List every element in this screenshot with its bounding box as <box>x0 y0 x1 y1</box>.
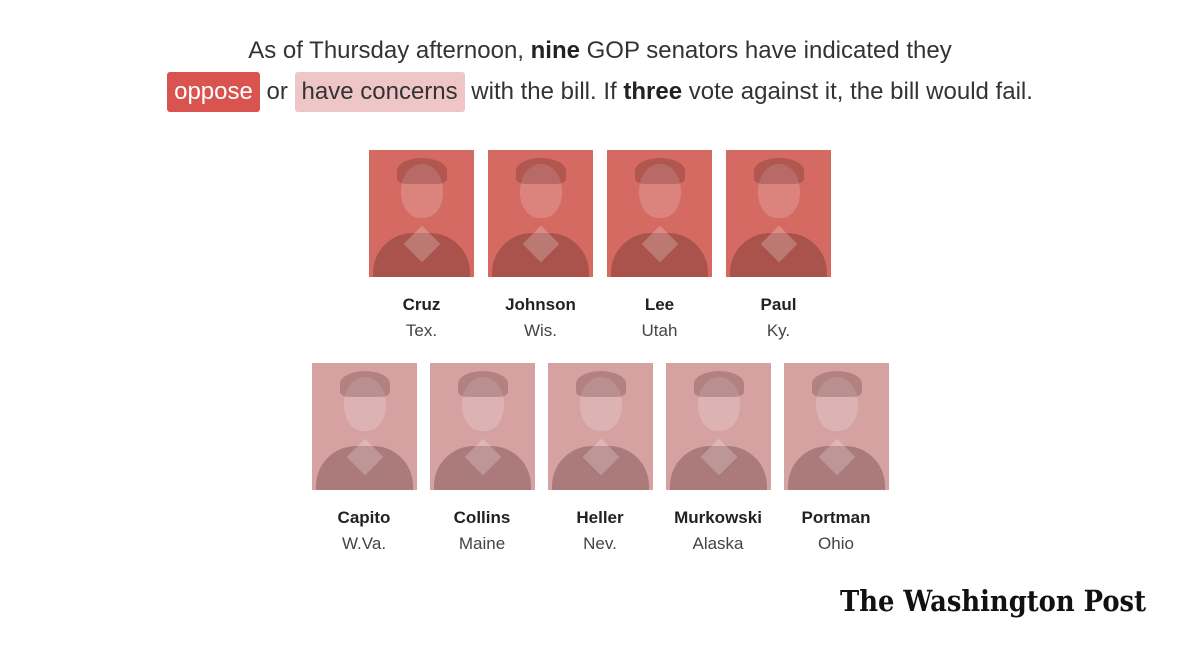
senator-name: Johnson <box>505 295 576 314</box>
senator-card: Collins Maine <box>429 363 535 554</box>
senator-card: Portman Ohio <box>783 363 889 554</box>
headline-text: GOP senators have indicated they <box>579 37 952 64</box>
senator-name: Murkowski <box>674 508 762 527</box>
senator-photo <box>429 363 535 490</box>
senator-photo <box>665 363 771 490</box>
headline-text: with the bill. If <box>464 78 624 105</box>
senator-name: Collins <box>453 508 511 527</box>
senator-state: Nev. <box>583 534 617 553</box>
headline-line-2: oppose or have concerns with the bill. I… <box>0 71 1200 112</box>
headline-count: nine <box>530 37 580 64</box>
senator-name: Lee <box>644 295 675 314</box>
senator-name: Heller <box>576 508 624 527</box>
concern-senators-row: Capito W.Va. Collins Maine Heller Nev. M… <box>0 363 1200 554</box>
senator-card: Lee Utah <box>607 150 712 341</box>
senator-card: Paul Ky. <box>726 150 831 341</box>
senator-photo <box>311 363 417 490</box>
headline-line-1: As of Thursday afternoon, nine GOP senat… <box>0 30 1200 71</box>
headline-threshold: three <box>623 78 683 105</box>
senator-state: Tex. <box>405 321 438 340</box>
headline-text: or <box>259 78 295 105</box>
senator-state: Wis. <box>523 321 558 340</box>
senator-state: Alaska <box>692 534 744 553</box>
senator-card: Capito W.Va. <box>311 363 417 554</box>
senator-photo <box>607 150 712 277</box>
senator-state: Ohio <box>818 534 854 553</box>
senator-state: W.Va. <box>341 534 387 553</box>
senator-photo <box>369 150 474 277</box>
senator-photo <box>783 363 889 490</box>
senator-card: Heller Nev. <box>547 363 653 554</box>
senator-name: Paul <box>760 295 797 314</box>
headline-text: As of Thursday afternoon, <box>248 37 531 64</box>
senator-name: Portman <box>801 508 871 527</box>
senator-state: Utah <box>641 321 678 340</box>
senator-photo <box>547 363 653 490</box>
senator-card: Cruz Tex. <box>369 150 474 341</box>
headline-text: vote against it, the bill would fail. <box>682 78 1033 105</box>
senator-photo <box>488 150 593 277</box>
senator-name: Cruz <box>402 295 441 314</box>
senator-name: Capito <box>337 508 391 527</box>
oppose-senators-row: Cruz Tex. Johnson Wis. Lee Utah Paul Ky. <box>0 150 1200 341</box>
concern-legend-chip: have concerns <box>294 72 465 112</box>
senator-photo <box>726 150 831 277</box>
senator-card: Johnson Wis. <box>488 150 593 341</box>
senator-state: Ky. <box>766 321 791 340</box>
oppose-legend-chip: oppose <box>167 72 260 112</box>
senator-card: Murkowski Alaska <box>665 363 771 554</box>
logo-text: The Washington Post <box>840 584 1147 618</box>
senator-state: Maine <box>458 534 506 553</box>
headline: As of Thursday afternoon, nine GOP senat… <box>0 30 1200 112</box>
washington-post-logo: The Washington Post <box>840 584 1147 618</box>
